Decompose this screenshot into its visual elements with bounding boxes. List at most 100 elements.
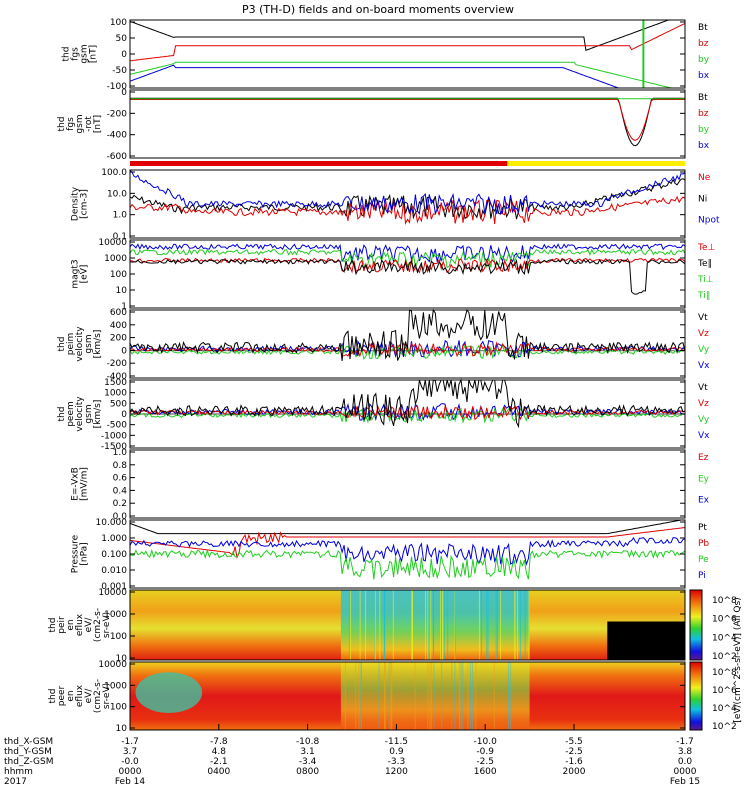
y-axis-label-line: peem <box>66 401 76 427</box>
colorbar-gradient <box>689 589 703 661</box>
panel-efield: 1.0 0.8 0.6 0.4 0.2 0.0 E=-VxB [mV/m] Ez Ey Ex <box>71 448 710 522</box>
x-tick-value: 0800 <box>296 767 319 777</box>
y-axis-label-line: eflux <box>75 613 85 636</box>
legend-entry: Vy <box>698 345 710 355</box>
y-tick-label: 1 <box>121 302 127 312</box>
series-ne-line <box>129 195 686 226</box>
legend-entry: bz <box>698 39 709 49</box>
y-axis-label: magt3 [eV] <box>71 259 90 288</box>
legend-entry: by <box>698 125 710 135</box>
x-tick-value: -3.3 <box>388 757 406 767</box>
y-tick-label: 0 <box>121 410 127 420</box>
y-tick-label: 1.0 <box>113 448 128 458</box>
y-axis-label-line: thd <box>48 689 58 704</box>
x-tick-value: -10.8 <box>296 737 320 747</box>
series-pe-line <box>129 548 686 580</box>
electron-spectrogram-plasma-sheet <box>340 662 530 730</box>
panel-frame <box>129 239 686 309</box>
y-axis-label-line: fgs <box>71 47 81 61</box>
panel-density: 100.0 10.0 1.0 0.1 Density [cm-3] Ne Ni Npot <box>71 161 720 242</box>
y-axis-label-line: peim <box>66 333 76 356</box>
start-date-label: Feb 14 <box>115 777 146 787</box>
legend-entry: Ti⊥ <box>697 275 714 285</box>
y-axis-label-line: velocity <box>75 326 85 362</box>
colorbar-label: [eV/(cm^2-s-sr-eV)] (All Qs) <box>733 597 743 722</box>
x-tick-value: -1.7 <box>121 737 139 747</box>
y-tick-label: -400 <box>107 131 128 141</box>
y-axis-label-line: Pressure <box>71 534 81 573</box>
y-tick-label: 0 <box>121 88 127 98</box>
legend-entry: Te∥ <box>697 259 712 269</box>
series-npot-line <box>129 170 686 216</box>
y-axis-label-line: [cm-3] <box>80 189 90 219</box>
colorbar-tick-label: 10^4 <box>712 633 737 643</box>
x-tick-value: 2000 <box>563 767 586 777</box>
x-row-label: thd_X-GSM <box>4 737 53 747</box>
series-ti-perp-line <box>129 243 686 263</box>
y-tick-label: 500 <box>110 399 127 409</box>
series-ti-par-line <box>129 248 686 269</box>
panel-peer: 10000 1000 100 10 thd peer en eflux eV/(cm2-s-sr… <box>48 660 686 734</box>
legend-entry: Pe <box>698 555 709 565</box>
y-tick-label: 50 <box>116 34 128 44</box>
series-vz-line <box>129 341 686 358</box>
y-axis-label-line: gsm <box>80 44 90 63</box>
y-tick-label: 0 <box>121 50 127 60</box>
colorbar-tick-label: 10^2 <box>712 722 737 732</box>
y-tick-label: 10000 <box>98 660 127 670</box>
y-tick-label: 0.6 <box>113 474 128 484</box>
legend-entry: Ex <box>698 496 710 506</box>
x-row-label: thd_Z-GSM <box>4 757 53 767</box>
y-axis-label-line: gsm <box>75 114 85 133</box>
legend-entry: Bt <box>698 23 708 33</box>
legend-entry: Npot <box>698 216 720 226</box>
y-tick-label: -50 <box>112 66 127 76</box>
panel-frame <box>129 19 686 89</box>
series-bt-line <box>129 19 685 51</box>
x-tick-value: -2.5 <box>565 747 583 757</box>
panel-temp: 10000 1000 100 10 1 magt3 [eV] Te⊥ Te∥ Ti⊥ Ti∥ <box>71 238 716 312</box>
y-axis-label-line: gsm <box>84 404 94 423</box>
x-row-label: thd_Y-GSM <box>4 747 52 757</box>
y-axis-label-line: thd <box>57 337 67 352</box>
x-tick-value: 0000 <box>674 767 697 777</box>
series-vt-line <box>129 378 686 429</box>
legend-entry: Ne <box>698 173 711 183</box>
y-axis-label-line: peir <box>57 616 67 634</box>
colorbar-tick-label: 10^8 <box>712 596 737 606</box>
panel-peir: 10000 1000 100 10 thd peir en eflux eV/(cm2-s-sr… <box>48 588 686 664</box>
y-tick-label: -200 <box>107 359 128 369</box>
y-axis-label-line: [nT] <box>93 115 103 133</box>
y-tick-label: 0.2 <box>113 499 127 509</box>
x-tick-value: -7.8 <box>210 737 228 747</box>
y-axis-label-line: thd <box>57 117 67 132</box>
y-tick-label: 100 <box>110 632 127 642</box>
series-ni-line <box>129 178 686 220</box>
x-tick-value: 3.7 <box>123 747 137 757</box>
y-axis-label: thd peer en eflux eV/(cm2-s-sr-eV) <box>48 679 112 713</box>
y-tick-label: 0.4 <box>113 486 128 496</box>
y-tick-label: 100 <box>110 703 127 713</box>
panel-fge: 0 -200 -400 -600 thd fgs gsm -rot [nT] Bt bz by bx <box>57 88 710 162</box>
y-tick-label: -500 <box>107 421 128 431</box>
y-tick-label: 10.000 <box>96 518 128 528</box>
y-axis-label-line: (cm2-s- <box>93 679 103 713</box>
y-axis-label: Density [cm-3] <box>71 186 90 221</box>
y-axis-label: thd fgs gsm -rot [nT] <box>57 114 103 133</box>
panel-frame <box>129 589 686 661</box>
y-axis-label-line: en <box>66 690 76 701</box>
x-tick-value: 1600 <box>474 767 497 777</box>
y-axis-label-line: [nPa] <box>80 542 90 565</box>
y-tick-label: 0.0 <box>113 512 128 522</box>
y-tick-label: -1500 <box>101 442 127 452</box>
y-tick-label: 1000 <box>104 254 127 264</box>
y-tick-label: 600 <box>110 308 127 318</box>
legend-entry: Vz <box>698 329 709 339</box>
y-axis-label-line: [km/s] <box>93 330 103 359</box>
y-tick-label: 0.100 <box>101 550 127 560</box>
colorbar-tick-label: 10^6 <box>712 615 737 625</box>
y-axis-label-line: [eV] <box>80 265 90 284</box>
x-axis-block: thd_X-GSM -1.7 -7.8 -10.8 -11.5 -10.0 -5.5 -1.7… <box>4 724 700 787</box>
